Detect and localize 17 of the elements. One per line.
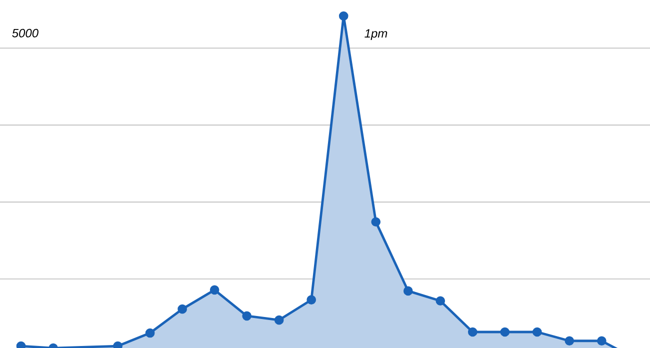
point bbox=[436, 296, 446, 306]
point bbox=[371, 217, 381, 227]
point bbox=[597, 336, 606, 346]
point bbox=[274, 315, 284, 325]
point bbox=[210, 285, 220, 295]
point bbox=[242, 311, 252, 321]
point bbox=[564, 336, 574, 346]
point bbox=[468, 327, 478, 337]
annotation: 1pm bbox=[364, 29, 388, 40]
point bbox=[532, 327, 542, 337]
point bbox=[403, 286, 413, 296]
point bbox=[338, 11, 348, 21]
point bbox=[178, 304, 187, 314]
point bbox=[306, 295, 316, 305]
point bbox=[500, 327, 510, 337]
point bbox=[145, 328, 155, 338]
annotation: 5000 bbox=[12, 28, 38, 38]
